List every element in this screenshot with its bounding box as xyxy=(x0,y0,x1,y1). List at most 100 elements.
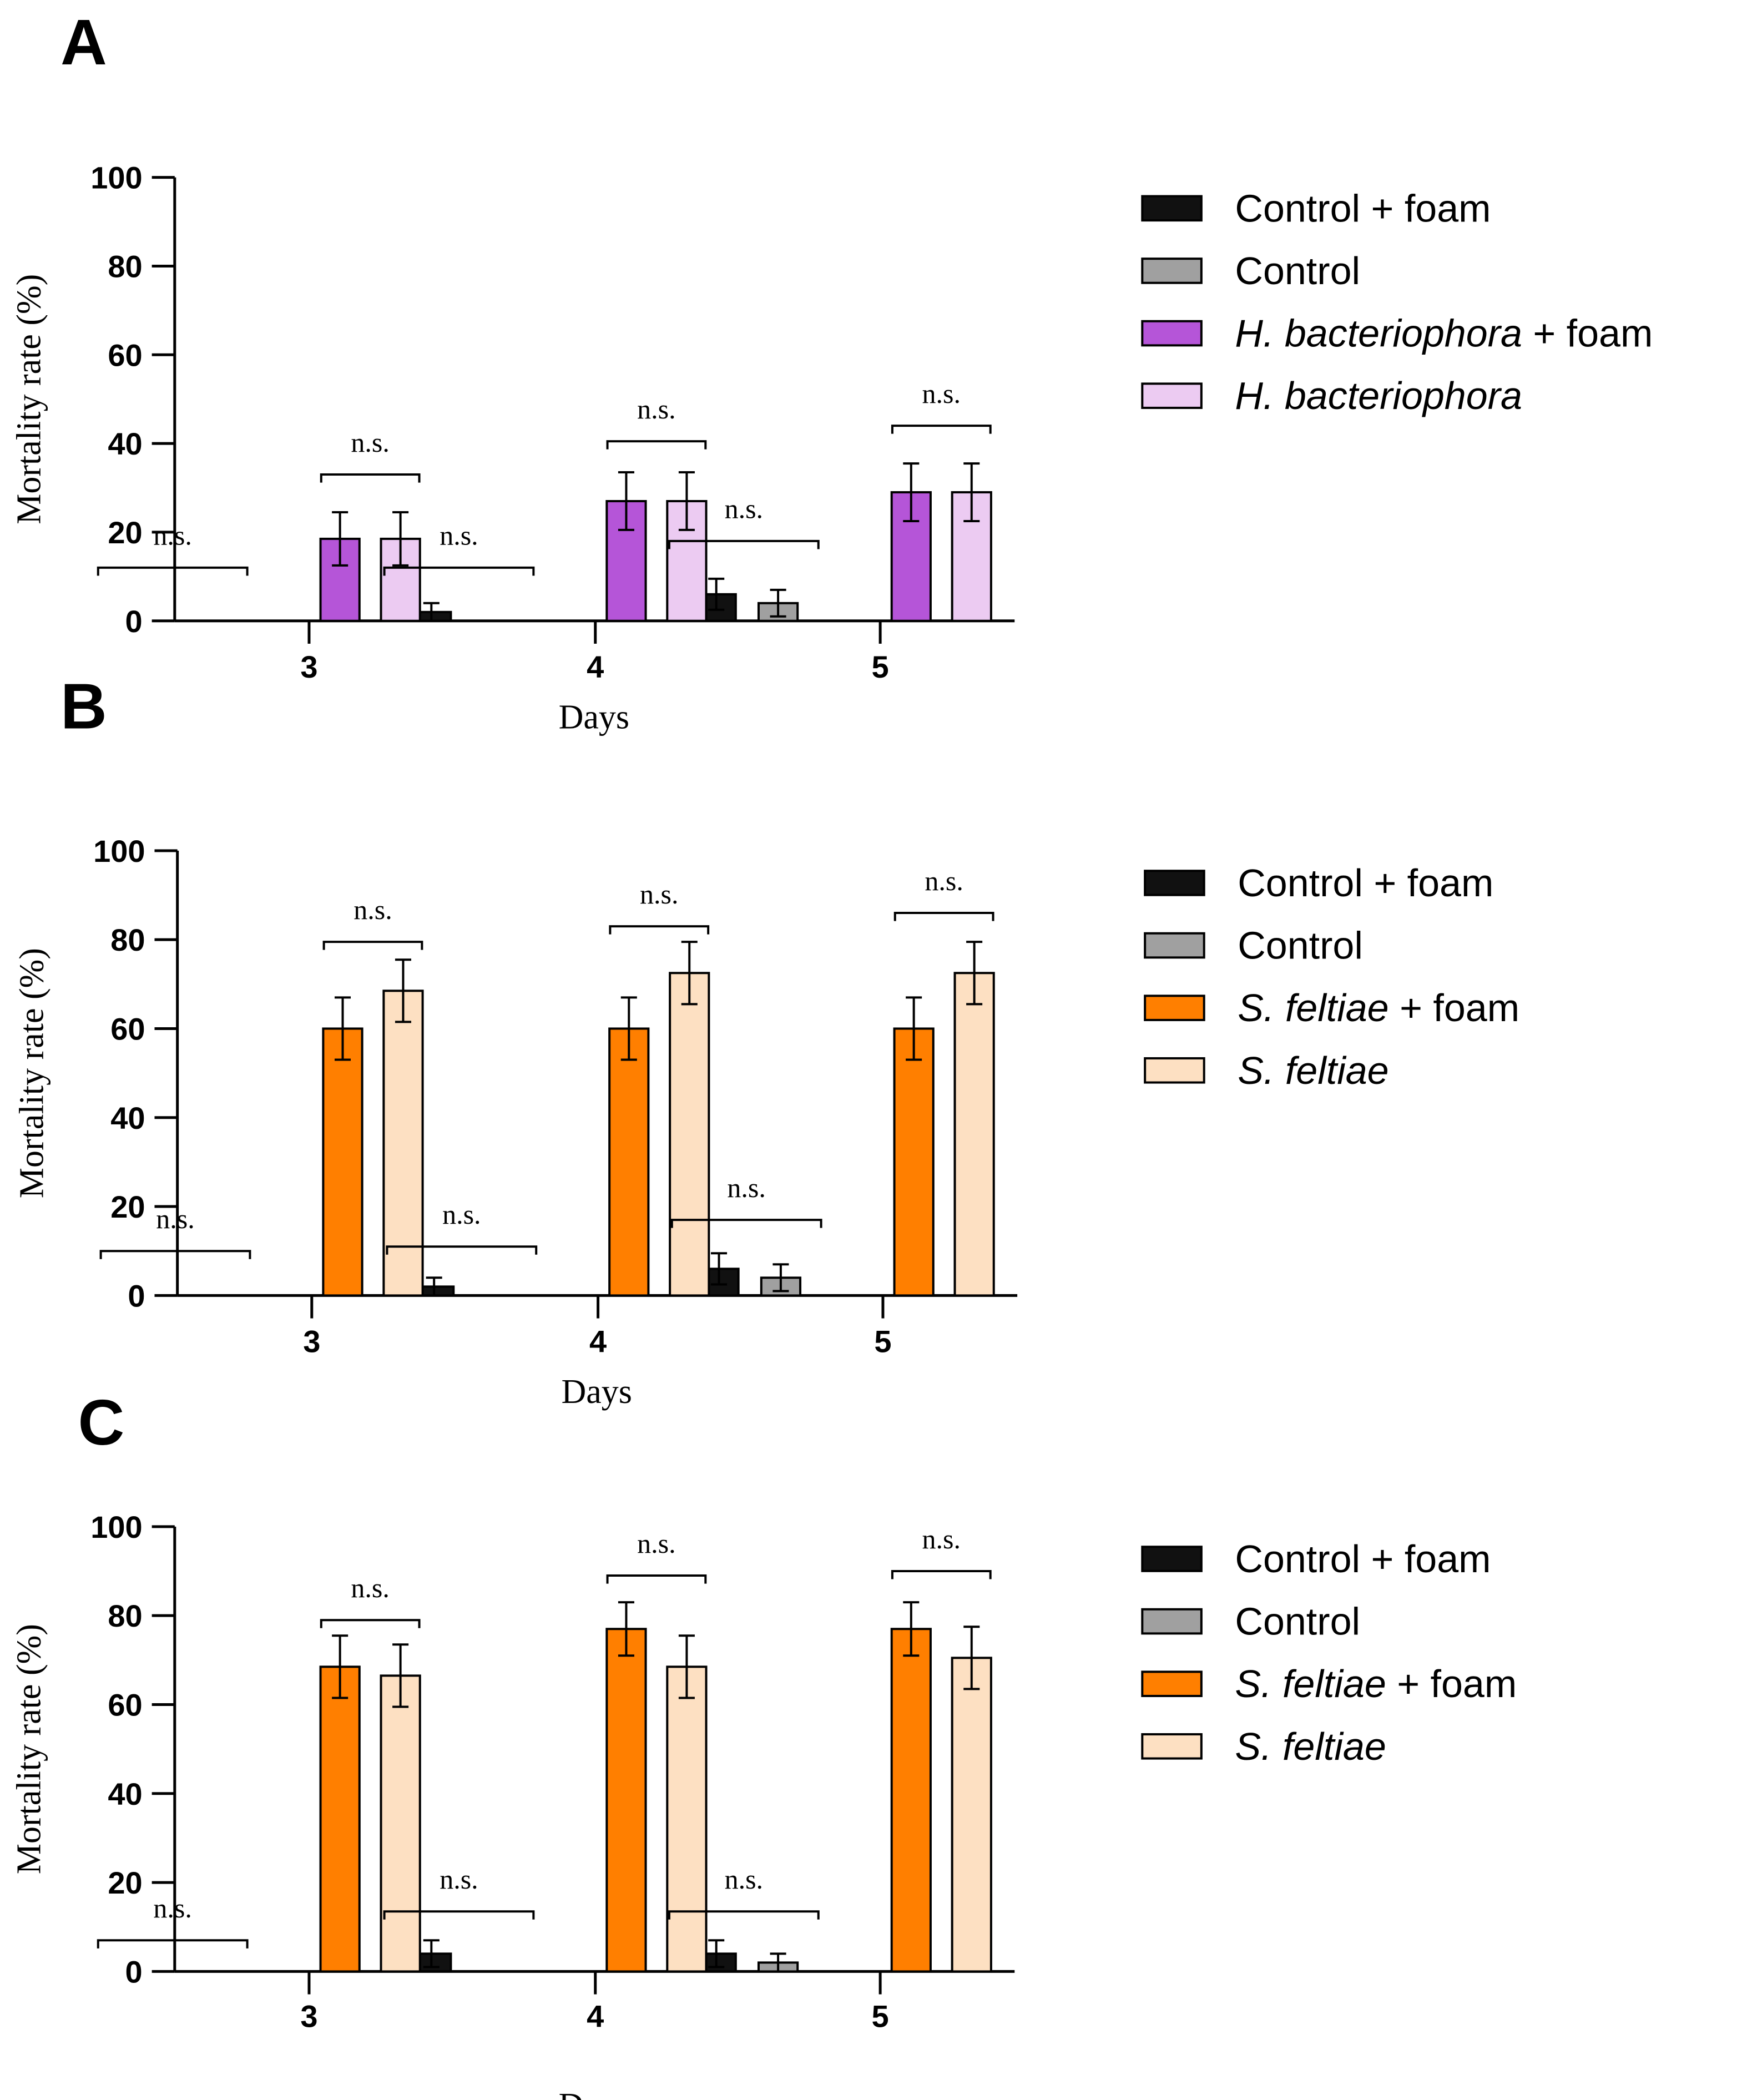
bar xyxy=(380,1674,421,1973)
legend-label: S. feltiae xyxy=(1235,1725,1386,1768)
significance-label: n.s. xyxy=(354,894,392,925)
significance-label: n.s. xyxy=(637,393,675,425)
significance-bracket xyxy=(386,1245,538,1255)
significance-bracket xyxy=(668,1910,820,1920)
legend-label-italic: S. feltiae xyxy=(1235,1662,1386,1705)
significance-label: n.s. xyxy=(351,427,389,458)
x-axis-title: Days xyxy=(559,698,629,736)
bar xyxy=(319,1665,361,1973)
legend-swatch xyxy=(1141,320,1203,347)
legend-label: Control xyxy=(1238,924,1363,967)
significance-label: n.s. xyxy=(351,1572,389,1603)
significance-bracket xyxy=(322,941,423,950)
bar xyxy=(951,1657,992,1973)
legend-label: Control + foam xyxy=(1238,861,1493,905)
panel-letter: A xyxy=(60,6,107,78)
y-tick-label: 100 xyxy=(90,160,142,195)
y-tick-label: 40 xyxy=(110,1101,145,1135)
legend-label-suffix: + foam xyxy=(1522,312,1653,355)
significance-label: n.s. xyxy=(640,879,678,910)
legend: Control + foam Control S. feltiae + foamS.… xyxy=(1141,1537,1517,1768)
legend-label-suffix: + foam xyxy=(1389,986,1519,1029)
y-tick-label: 100 xyxy=(93,834,145,869)
legend-swatch xyxy=(1144,932,1205,959)
bar xyxy=(319,537,361,622)
y-tick-label: 0 xyxy=(125,1954,143,1989)
significance-label: n.s. xyxy=(922,1523,961,1554)
significance-bracket xyxy=(891,425,992,434)
significance-bracket xyxy=(891,1570,992,1579)
legend-swatch xyxy=(1144,995,1205,1021)
legend-label-suffix: + foam xyxy=(1386,1662,1517,1705)
legend-swatch xyxy=(1144,870,1205,896)
y-tick-label: 60 xyxy=(108,337,142,372)
x-tick-label: 5 xyxy=(874,1324,891,1359)
legend-label: H. bacteriophora + foam xyxy=(1235,312,1653,355)
bar xyxy=(382,990,424,1297)
y-tick-label: 60 xyxy=(108,1687,142,1722)
legend-swatch xyxy=(1141,1670,1203,1697)
y-tick-label: 20 xyxy=(108,1865,142,1900)
legend-swatch xyxy=(1141,382,1203,409)
legend-label: S. feltiae xyxy=(1238,1049,1388,1092)
significance-bracket xyxy=(97,1939,249,1948)
significance-bracket xyxy=(609,925,710,935)
bar xyxy=(893,1027,935,1297)
significance-label: n.s. xyxy=(725,1864,763,1895)
significance-bracket xyxy=(320,1619,421,1628)
y-axis-title: Mortality rate (%) xyxy=(13,948,51,1198)
legend-label-italic: H. bacteriophora xyxy=(1235,374,1522,417)
x-axis-title: Days xyxy=(559,2087,629,2100)
bar xyxy=(669,972,710,1297)
legend-swatch xyxy=(1141,1733,1203,1760)
significance-label: n.s. xyxy=(922,378,961,409)
x-tick-label: 5 xyxy=(872,1998,889,2033)
legend-swatch xyxy=(1141,195,1203,222)
y-axis-title: Mortality rate (%) xyxy=(11,274,48,524)
y-tick-label: 0 xyxy=(128,1278,145,1313)
y-tick-label: 60 xyxy=(110,1011,145,1046)
panel-letter: C xyxy=(78,1386,124,1458)
legend-label: Control + foam xyxy=(1235,186,1491,230)
significance-label: n.s. xyxy=(440,520,478,551)
bar xyxy=(666,1665,708,1973)
significance-bracket xyxy=(99,1250,251,1259)
x-tick-label: 5 xyxy=(872,649,889,684)
chart-panel-b: B 0 20 40 60 80 100 3 4 5 Mortality rate (%) Days n.… xyxy=(13,670,1519,1411)
significance-label: n.s. xyxy=(156,1203,194,1234)
legend-swatch xyxy=(1141,1546,1203,1572)
legend-label-italic: S. feltiae xyxy=(1238,1049,1388,1092)
bar xyxy=(605,1628,647,1973)
panel-letter: B xyxy=(60,670,107,742)
significance-bracket xyxy=(670,1219,822,1228)
significance-bracket xyxy=(383,1910,535,1920)
x-tick-label: 3 xyxy=(300,1998,317,2033)
significance-label: n.s. xyxy=(153,1892,191,1924)
x-tick-label: 4 xyxy=(589,1324,607,1359)
y-tick-label: 80 xyxy=(108,1598,142,1633)
legend-label-italic: H. bacteriophora xyxy=(1235,312,1522,355)
significance-label: n.s. xyxy=(637,1528,675,1559)
y-tick-label: 80 xyxy=(108,249,142,284)
x-tick-label: 4 xyxy=(587,649,604,684)
bar xyxy=(608,1027,650,1297)
significance-label: n.s. xyxy=(725,493,763,524)
significance-bracket xyxy=(668,539,820,549)
legend-label: Control + foam xyxy=(1235,1537,1491,1581)
legend-label: Control xyxy=(1235,1600,1360,1643)
legend-swatch xyxy=(1141,1608,1203,1635)
significance-label: n.s. xyxy=(442,1199,481,1230)
significance-label: n.s. xyxy=(153,520,191,551)
chart-panel-c: C 0 20 40 60 80 100 3 4 5 Mortality rate (%) Days n.… xyxy=(11,1386,1517,2100)
significance-bracket xyxy=(383,566,535,576)
significance-bracket xyxy=(320,473,421,483)
y-tick-label: 80 xyxy=(110,922,145,957)
significance-bracket xyxy=(893,912,994,921)
significance-label: n.s. xyxy=(925,865,963,896)
legend: Control + foam Control H. bacteriophora + … xyxy=(1141,186,1653,417)
legend-label: H. bacteriophora xyxy=(1235,374,1522,417)
bar xyxy=(953,972,995,1297)
significance-bracket xyxy=(606,1574,707,1584)
